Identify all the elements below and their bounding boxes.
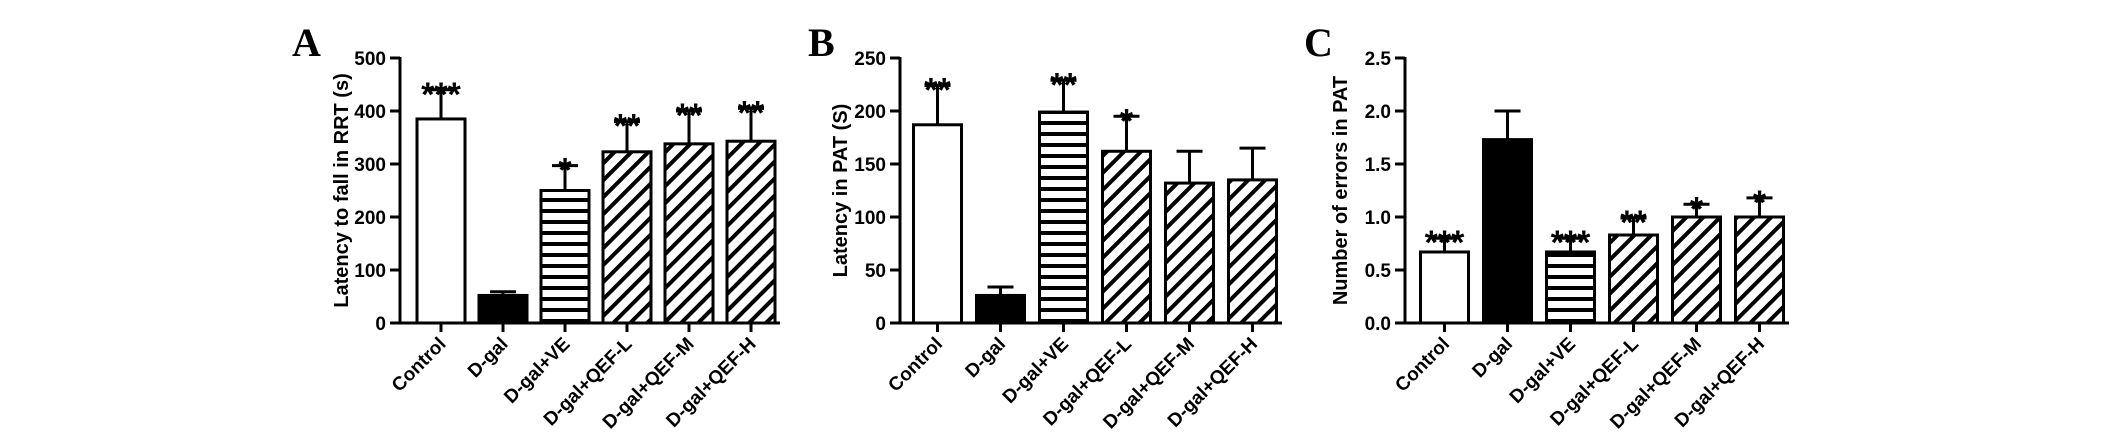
y-tick-label: 150 xyxy=(854,155,886,176)
y-tick-label: 100 xyxy=(854,208,886,229)
bar-d-gal-qef-m xyxy=(1671,215,1722,325)
y-axis-title: Latency in PAT (S) xyxy=(830,104,852,278)
y-axis-title: Number of errors in PAT xyxy=(1330,76,1352,305)
bar-d-gal xyxy=(1482,138,1533,325)
y-tick-label: 500 xyxy=(354,49,386,70)
y-tick-label: 2.5 xyxy=(1365,49,1392,70)
x-tick-label: Control xyxy=(388,334,451,397)
panel-letter: A xyxy=(292,20,321,65)
x-tick-label: Control xyxy=(884,334,947,397)
significance-label: *** xyxy=(421,76,461,114)
panel-letter: B xyxy=(808,20,835,65)
y-tick-label: 0.0 xyxy=(1365,314,1391,335)
significance-label: * xyxy=(1120,102,1134,140)
significance-label: ** xyxy=(738,94,765,132)
significance-label: *** xyxy=(1551,224,1591,262)
y-tick-label: 200 xyxy=(354,208,386,229)
bar-d-gal-qef-l xyxy=(601,150,653,325)
bar-d-gal-qef-l xyxy=(1608,233,1659,325)
y-tick-label: 2.0 xyxy=(1365,102,1391,123)
significance-label: * xyxy=(558,152,572,190)
bar-d-gal-qef-h xyxy=(725,139,777,325)
significance-label: ** xyxy=(1050,66,1077,104)
x-tick-label: D-gal xyxy=(962,334,1010,382)
panel-c: C 0.0 0.5 1.0 1.5 2.0 2.5 Number of errors in P… xyxy=(1304,20,1789,433)
bar-control xyxy=(912,123,963,325)
bar-d-gal-qef-h xyxy=(1227,178,1278,325)
significance-label: ** xyxy=(924,72,951,110)
y-tick-label: 1.5 xyxy=(1365,155,1392,176)
x-tick-label: D-gal xyxy=(1469,334,1517,382)
bar-d-gal-ve xyxy=(1545,250,1596,325)
y-axis-title: Latency to fall in RRT (s) xyxy=(331,73,353,307)
bar-control xyxy=(1419,250,1470,325)
y-tick-label: 250 xyxy=(854,49,886,70)
bar-d-gal-qef-m xyxy=(1164,181,1215,325)
significance-label: * xyxy=(1753,184,1767,222)
y-tick-label: 0.5 xyxy=(1365,261,1392,282)
bar-d-gal-qef-h xyxy=(1734,215,1785,325)
y-tick-label: 300 xyxy=(354,155,386,176)
y-tick-label: 0 xyxy=(375,314,386,335)
bar-d-gal xyxy=(477,293,529,325)
y-tick-label: 0 xyxy=(875,314,886,335)
bar-control xyxy=(415,117,467,325)
x-tick-label: D-gal xyxy=(464,334,512,382)
significance-label: * xyxy=(1690,190,1704,228)
panel-letter: C xyxy=(1304,20,1333,65)
bar-d-gal xyxy=(975,293,1026,325)
significance-label: ** xyxy=(676,97,703,135)
bar-d-gal-qef-l xyxy=(1101,149,1152,325)
bar-d-gal-ve xyxy=(1038,110,1089,325)
y-tick-label: 100 xyxy=(354,261,386,282)
significance-label: ** xyxy=(614,108,641,146)
significance-label: ** xyxy=(1620,204,1647,242)
x-tick-label: Control xyxy=(1391,334,1454,397)
significance-label: *** xyxy=(1425,224,1465,262)
bar-d-gal-ve xyxy=(539,189,591,325)
y-tick-label: 50 xyxy=(865,261,886,282)
y-tick-label: 200 xyxy=(854,102,886,123)
y-tick-label: 1.0 xyxy=(1365,208,1391,229)
panel-b: B 0 50 100 150 200 250 Latency in PAT (S) Contro… xyxy=(808,20,1282,433)
bar-d-gal-qef-m xyxy=(663,142,715,325)
y-tick-label: 400 xyxy=(354,102,386,123)
